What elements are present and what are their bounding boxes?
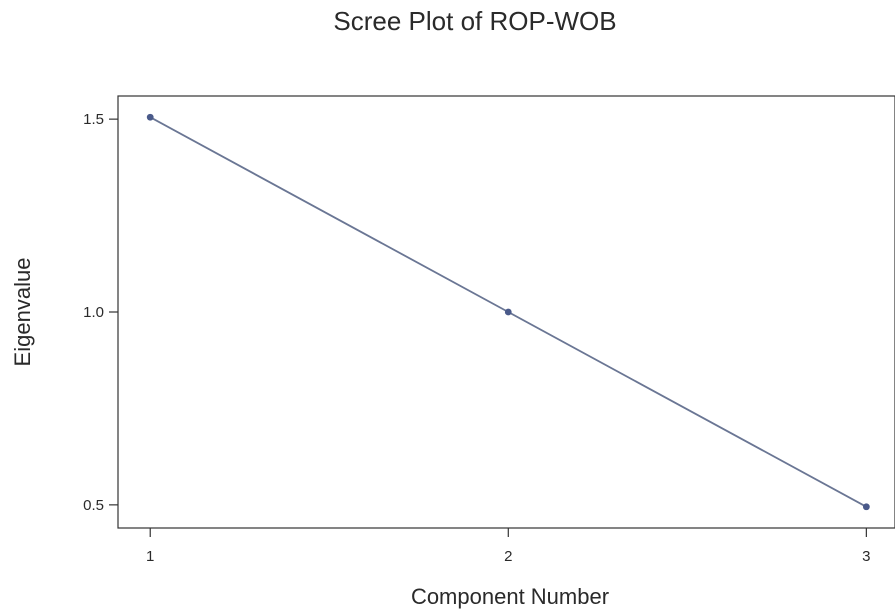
chart-title: Scree Plot of ROP-WOB [333,6,616,36]
x-tick-label: 1 [146,548,154,565]
series-layer [146,113,870,511]
y-axis: 0.5 1.0 1.5 [83,111,118,514]
data-point [504,308,512,316]
y-tick-label: 1.0 [83,304,104,321]
y-tick-label: 0.5 [83,497,104,514]
y-axis-label: Eigenvalue [10,258,35,367]
y-tick-label: 1.5 [83,111,104,128]
data-point [862,503,870,511]
x-tick-label: 2 [504,548,512,565]
x-axis-label: Component Number [411,584,609,609]
x-tick-label: 3 [862,548,870,565]
data-point [146,113,154,121]
x-axis: 1 2 3 [146,528,871,565]
